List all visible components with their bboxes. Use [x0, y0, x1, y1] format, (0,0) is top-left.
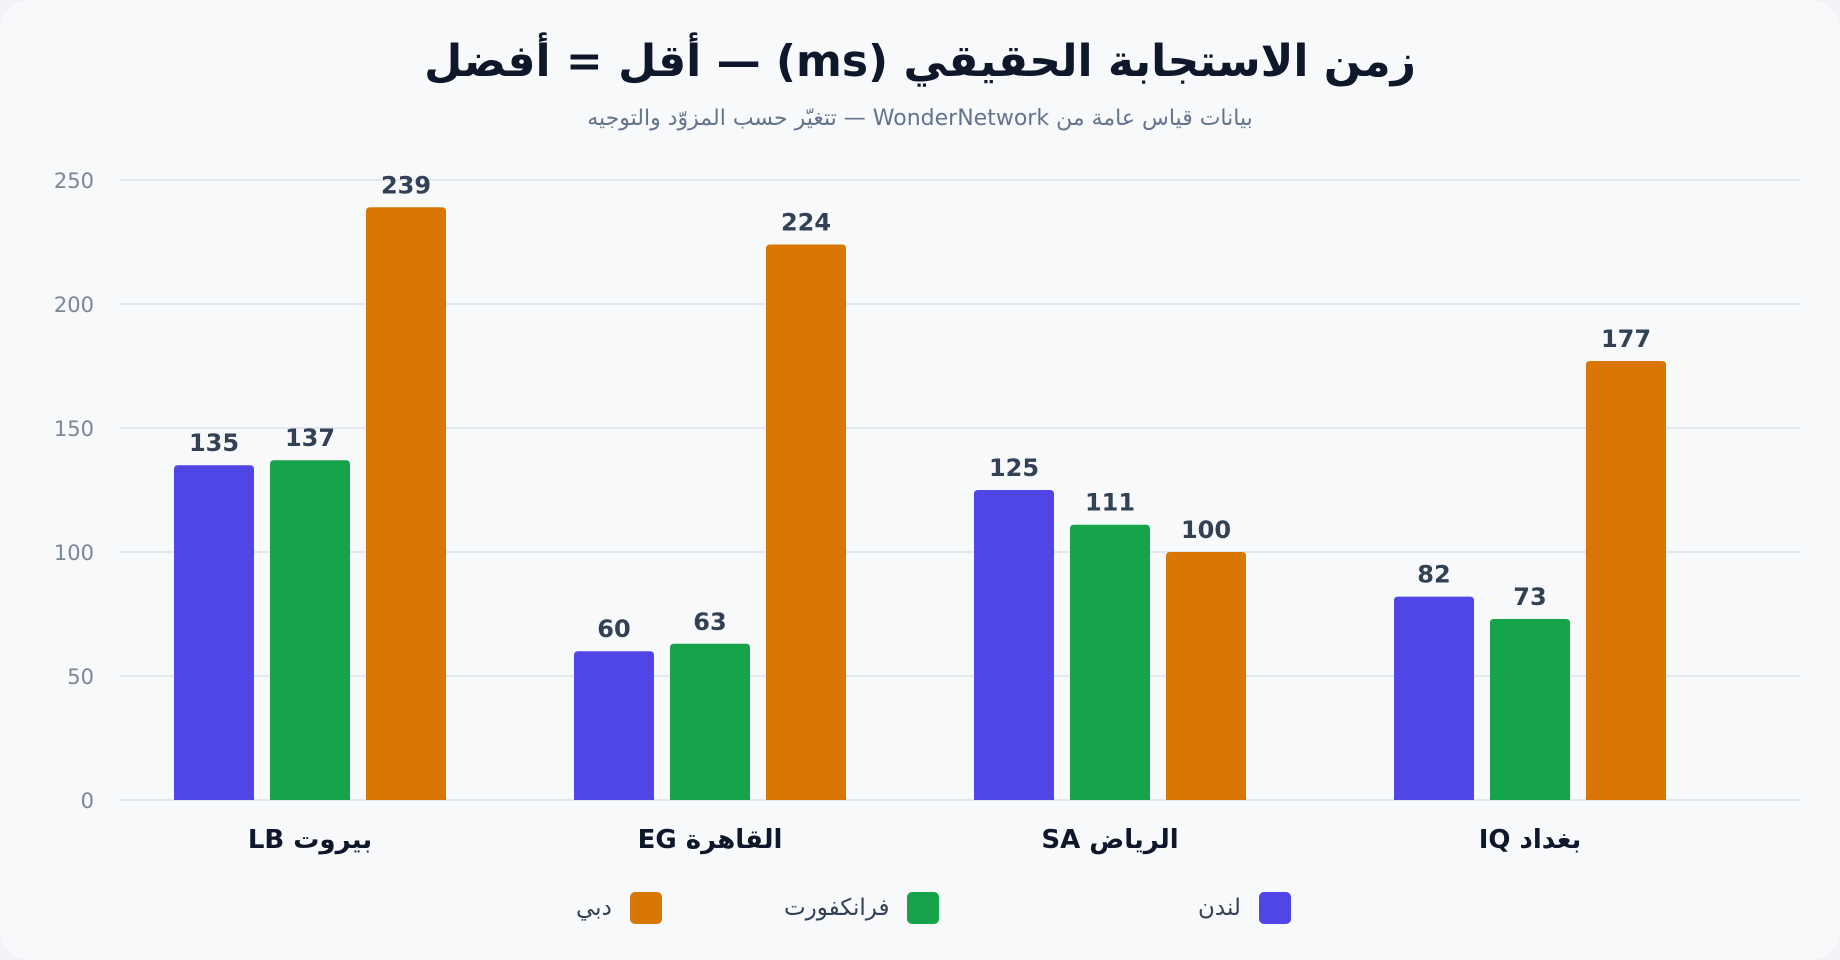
legend-swatch-frankfurt	[907, 892, 940, 924]
x-category-label: EG القاهرة	[638, 825, 783, 855]
data-label: 100	[1181, 516, 1231, 544]
y-tick-label: 250	[54, 169, 94, 193]
legend-label-london: لندن	[1198, 895, 1241, 921]
bar-2-0	[974, 490, 1054, 800]
data-label: 137	[285, 424, 335, 452]
legend-item-london: لندن	[1198, 890, 1291, 926]
x-category-label: IQ بغداد	[1479, 825, 1582, 855]
legend-swatch-dubai	[629, 892, 662, 924]
bar-1-2	[766, 244, 846, 801]
y-tick-label: 50	[67, 665, 94, 689]
bar-0-0	[174, 465, 254, 800]
bar-3-2	[1586, 361, 1666, 800]
bar-3-1	[1490, 618, 1570, 800]
bar-1-0	[574, 651, 654, 800]
y-tick-label: 100	[54, 541, 94, 565]
bar-3-0	[1394, 596, 1474, 800]
data-label: 73	[1513, 583, 1546, 611]
data-label: 177	[1601, 325, 1651, 353]
x-category-label: LB بيروت	[248, 825, 372, 855]
data-label: 125	[989, 454, 1039, 482]
bar-1-1	[670, 643, 750, 800]
bars-layer	[174, 207, 1666, 801]
data-label: 111	[1085, 489, 1135, 517]
labels-layer: 0 50 100 150 200 250 135 137 239 LB بيروت 60 63 224 E…	[54, 169, 1651, 855]
chart-subtitle: بيانات قياس عامة من WonderNetwork — تتغي…	[587, 106, 1253, 131]
data-label: 60	[597, 615, 630, 643]
y-tick-label: 200	[54, 293, 94, 317]
bar-0-1	[270, 460, 350, 800]
data-label: 239	[381, 171, 431, 199]
data-label: 135	[189, 429, 239, 457]
legend-swatch-london	[1258, 892, 1291, 924]
y-tick-label: 0	[81, 789, 94, 813]
bar-0-2	[366, 207, 446, 800]
data-label: 63	[693, 608, 726, 636]
x-category-label: SA الرياض	[1041, 825, 1178, 855]
legend-label-frankfurt: فرانكفورت	[784, 895, 890, 921]
legend-label-dubai: دبي	[576, 895, 612, 921]
y-tick-label: 150	[54, 417, 94, 441]
bar-2-1	[1070, 524, 1150, 800]
legend-item-frankfurt: فرانكفورت	[784, 890, 940, 926]
chart-title: زمن الاستجابة الحقيقي (ms) — أقل = أفضل	[424, 36, 1416, 87]
legend-item-dubai: دبي	[576, 890, 662, 926]
bar-2-2	[1166, 552, 1246, 800]
data-label: 224	[781, 208, 831, 236]
data-label: 82	[1417, 561, 1450, 589]
